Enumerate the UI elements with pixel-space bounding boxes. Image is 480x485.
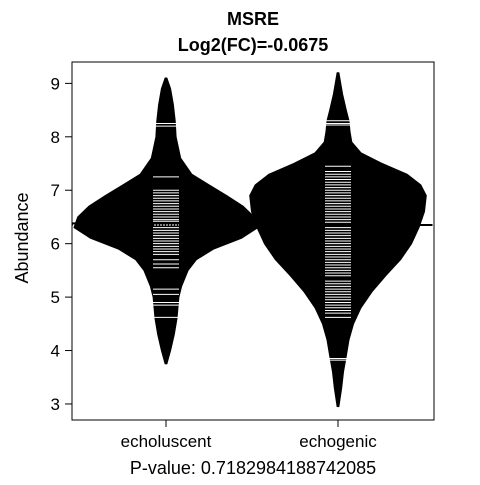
x-tick-label: echoluscent xyxy=(121,432,212,451)
y-tick-label: 3 xyxy=(51,395,60,414)
x-axis: echoluscent echogenic xyxy=(121,420,377,451)
y-axis: 3 4 5 6 7 8 9 xyxy=(51,74,72,414)
plot-frame xyxy=(71,61,435,421)
y-tick-label: 8 xyxy=(51,128,60,147)
y-axis-label: Abundance xyxy=(12,192,32,283)
y-tick-label: 4 xyxy=(51,342,60,361)
y-tick-label: 9 xyxy=(51,74,60,93)
y-tick-label: 7 xyxy=(51,181,60,200)
x-axis-label: P-value: 0.7182984188742085 xyxy=(130,458,376,478)
x-tick-label: echogenic xyxy=(299,432,377,451)
chart-subtitle: Log2(FC)=-0.0675 xyxy=(178,35,329,55)
lines-layer xyxy=(72,222,434,226)
bean-echogenic xyxy=(249,72,427,408)
chart-title: MSRE xyxy=(227,9,279,29)
y-tick-label: 6 xyxy=(51,235,60,254)
points-layer xyxy=(153,120,351,361)
beans-layer xyxy=(73,72,427,408)
y-tick-label: 5 xyxy=(51,288,60,307)
